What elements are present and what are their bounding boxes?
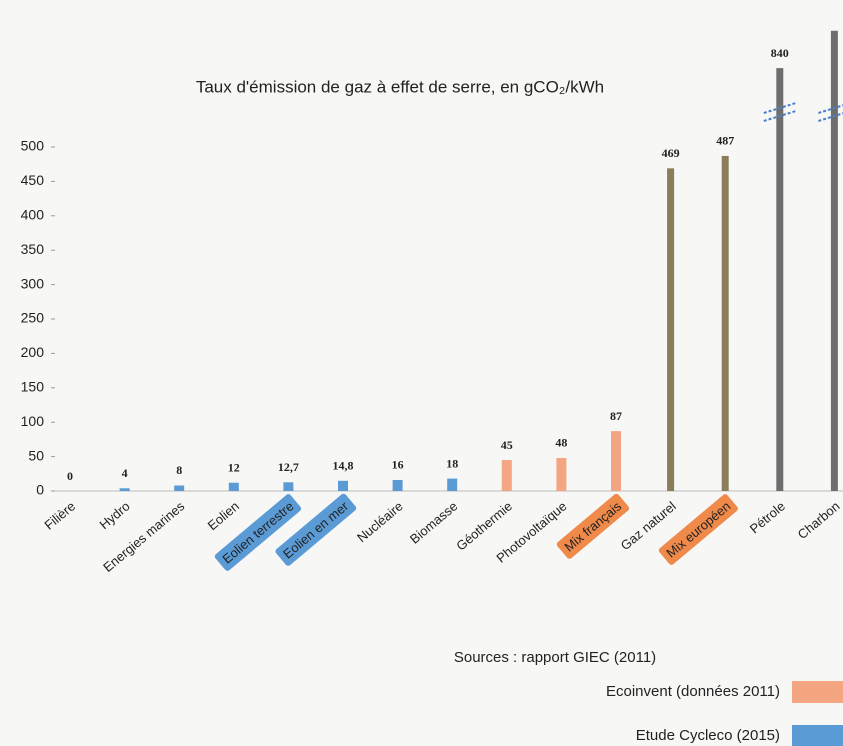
bar bbox=[338, 480, 348, 491]
x-tick-label: Eolien bbox=[205, 498, 242, 533]
value-label: 12,7 bbox=[278, 460, 299, 474]
value-label: 469 bbox=[662, 146, 680, 160]
y-tick-label: 100 bbox=[21, 413, 45, 429]
y-tick-label: 150 bbox=[21, 379, 45, 395]
bar bbox=[174, 485, 185, 491]
label-highlight bbox=[658, 494, 738, 565]
x-tick-group: Hydro bbox=[97, 498, 133, 532]
bar bbox=[392, 479, 403, 491]
x-tick-label: Hydro bbox=[97, 498, 133, 532]
y-tick-label: 300 bbox=[21, 275, 45, 291]
value-label: 48 bbox=[555, 436, 567, 450]
bar bbox=[611, 431, 621, 491]
value-label: 18 bbox=[446, 456, 458, 470]
x-tick-label: Pétrole bbox=[747, 498, 788, 536]
y-tick-label: 0 bbox=[36, 482, 44, 498]
legend-label: Ecoinvent (données 2011) bbox=[606, 683, 780, 700]
legend-swatch bbox=[792, 725, 843, 746]
bar bbox=[721, 155, 729, 491]
chart-title: Taux d'émission de gaz à effet de serre,… bbox=[196, 77, 604, 96]
x-tick-group: Eolien bbox=[205, 498, 242, 533]
label-highlight bbox=[214, 494, 302, 571]
bar bbox=[667, 168, 675, 491]
bar bbox=[283, 482, 294, 491]
value-label: 8 bbox=[176, 463, 182, 477]
x-tick-group: Mix français bbox=[556, 493, 630, 559]
bar bbox=[228, 482, 239, 491]
value-label: 12 bbox=[228, 460, 240, 474]
bar bbox=[447, 478, 458, 491]
value-label: 14,8 bbox=[333, 459, 354, 473]
bar bbox=[556, 457, 567, 491]
y-tick-label: 450 bbox=[21, 172, 45, 188]
bar bbox=[501, 460, 512, 491]
value-label: 0 bbox=[67, 469, 73, 483]
y-tick-label: 350 bbox=[21, 241, 45, 257]
axis-break bbox=[818, 104, 843, 114]
value-label: 16 bbox=[392, 458, 404, 472]
bar bbox=[830, 30, 838, 491]
bar bbox=[119, 488, 130, 491]
legend-label: Etude Cycleco (2015) bbox=[636, 727, 780, 744]
value-label: 487 bbox=[716, 134, 734, 148]
y-tick-label: 500 bbox=[21, 138, 45, 154]
value-label: 45 bbox=[501, 438, 513, 452]
y-tick-label: 200 bbox=[21, 344, 45, 360]
bar bbox=[776, 68, 784, 492]
axis-break bbox=[763, 102, 797, 114]
x-tick-group: Filière bbox=[41, 498, 78, 532]
label-highlight bbox=[275, 493, 357, 566]
value-label: 4 bbox=[122, 466, 128, 480]
x-tick-label: Nucléaire bbox=[354, 498, 406, 545]
axis-break bbox=[763, 110, 797, 122]
label-highlight bbox=[556, 493, 630, 559]
value-label: 840 bbox=[771, 46, 789, 60]
x-tick-label: Charbon bbox=[795, 498, 843, 542]
y-tick-label: 400 bbox=[21, 207, 45, 223]
x-tick-group: Nucléaire bbox=[354, 498, 406, 545]
y-tick-label: 50 bbox=[28, 447, 44, 463]
x-tick-label: Mix français bbox=[561, 498, 624, 554]
y-tick-label: 250 bbox=[21, 310, 45, 326]
x-tick-label: Biomasse bbox=[407, 498, 460, 546]
source: Sources : rapport GIEC (2011) bbox=[454, 649, 656, 666]
legend-swatch bbox=[792, 681, 843, 703]
x-tick-group: Pétrole bbox=[747, 498, 788, 536]
x-tick-group: Charbon bbox=[795, 498, 843, 542]
x-tick-label: Filière bbox=[41, 498, 78, 532]
value-label: 87 bbox=[610, 409, 622, 423]
axis-break bbox=[818, 112, 843, 122]
x-tick-group: Biomasse bbox=[407, 498, 460, 546]
